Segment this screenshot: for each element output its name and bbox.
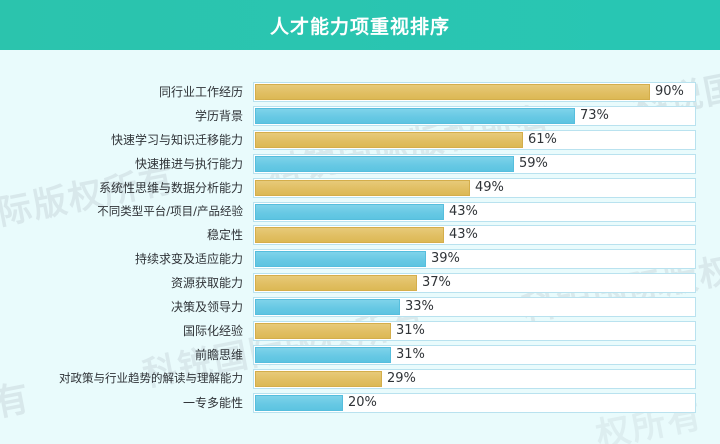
bar-row: 不同类型平台/项目/产品经验 43% — [0, 200, 720, 224]
bar-value-label: 37% — [422, 275, 451, 291]
bar-track-wrapper: 61% — [253, 129, 696, 150]
bar-category-label: 决策及领导力 — [170, 300, 243, 315]
bar-row: 系统性思维与数据分析能力 49% — [0, 176, 720, 200]
bar-row: 一专多能性 20% — [0, 391, 720, 415]
bar-fill[interactable] — [255, 107, 575, 124]
bar-fill[interactable] — [255, 131, 523, 148]
bar-category-label: 学历背景 — [194, 108, 243, 123]
bar-row: 稳定性 43% — [0, 223, 720, 247]
bar-track-wrapper: 29% — [253, 368, 696, 389]
bar-category-label: 快速推进与执行能力 — [134, 156, 243, 171]
bar-track-wrapper: 20% — [253, 392, 696, 413]
bar-row: 快速学习与知识迁移能力 61% — [0, 128, 720, 152]
bar-track-wrapper: 49% — [253, 177, 696, 198]
bar-fill[interactable] — [255, 251, 426, 268]
bar-fill[interactable] — [255, 299, 400, 316]
bar-value-label: 90% — [655, 84, 684, 99]
bar-category-label: 对政策与行业趋势的解读与理解能力 — [59, 371, 243, 386]
bar-chart: 同行业工作经历 90% 学历背景 73% 快速学习与知识迁移能力 61% 快速推进与执行能力… — [0, 50, 720, 444]
bar-category-label: 前瞻思维 — [194, 347, 243, 362]
bar-category-label: 稳定性 — [206, 228, 243, 243]
bar-row: 对政策与行业趋势的解读与理解能力 29% — [0, 367, 720, 391]
bar-track-wrapper: 37% — [253, 273, 696, 294]
bar-track-wrapper: 73% — [253, 105, 696, 126]
bar-fill[interactable] — [255, 155, 514, 172]
bar-track-wrapper: 90% — [253, 82, 696, 102]
bar-track — [253, 392, 696, 413]
bar-value-label: 43% — [449, 203, 478, 219]
bar-track-wrapper: 31% — [253, 321, 696, 341]
bar-track-wrapper: 33% — [253, 297, 696, 318]
bar-value-label: 59% — [519, 155, 548, 171]
bar-value-label: 61% — [528, 131, 557, 147]
bar-track-wrapper: 39% — [253, 249, 696, 270]
bar-row: 同行业工作经历 90% — [0, 80, 720, 104]
bar-category-label: 资源获取能力 — [170, 276, 243, 291]
bar-value-label: 20% — [348, 394, 377, 410]
bar-row: 持续求变及适应能力 39% — [0, 247, 720, 271]
bar-track-wrapper: 43% — [253, 201, 696, 222]
bar-row: 决策及领导力 33% — [0, 295, 720, 319]
bar-value-label: 49% — [475, 179, 504, 195]
bar-track-wrapper: 43% — [253, 225, 696, 246]
bar-value-label: 29% — [387, 370, 416, 386]
bar-fill[interactable] — [255, 394, 343, 411]
bar-row: 学历背景 73% — [0, 104, 720, 128]
bar-fill[interactable] — [255, 346, 391, 363]
bar-category-label: 一专多能性 — [182, 395, 243, 410]
bar-value-label: 39% — [431, 251, 460, 267]
bar-fill[interactable] — [255, 203, 444, 220]
bar-track-wrapper: 31% — [253, 344, 696, 365]
bar-fill[interactable] — [255, 323, 391, 339]
bar-fill[interactable] — [255, 84, 650, 100]
bar-category-label: 国际化经验 — [182, 324, 243, 338]
bar-category-label: 同行业工作经历 — [158, 85, 243, 99]
bar-category-label: 系统性思维与数据分析能力 — [98, 180, 243, 195]
bar-track-wrapper: 59% — [253, 153, 696, 174]
bar-row: 国际化经验 31% — [0, 319, 720, 343]
bar-fill[interactable] — [255, 179, 470, 196]
bar-row: 快速推进与执行能力 59% — [0, 152, 720, 176]
bar-category-label: 不同类型平台/项目/产品经验 — [97, 203, 243, 218]
bar-value-label: 73% — [580, 107, 609, 123]
bar-fill[interactable] — [255, 227, 444, 244]
page-title: 人才能力项重视排序 — [269, 15, 450, 38]
bar-category-label: 持续求变及适应能力 — [134, 252, 243, 267]
bar-value-label: 31% — [396, 346, 425, 362]
bar-row: 前瞻思维 31% — [0, 343, 720, 367]
bar-value-label: 43% — [449, 227, 478, 243]
bar-category-label: 快速学习与知识迁移能力 — [110, 132, 243, 147]
bar-row: 资源获取能力 37% — [0, 271, 720, 295]
chart-header-bar: 人才能力项重视排序 — [0, 0, 720, 50]
bar-fill[interactable] — [255, 370, 382, 387]
bar-value-label: 31% — [396, 323, 425, 338]
bar-value-label: 33% — [405, 299, 434, 315]
bar-fill[interactable] — [255, 275, 417, 292]
